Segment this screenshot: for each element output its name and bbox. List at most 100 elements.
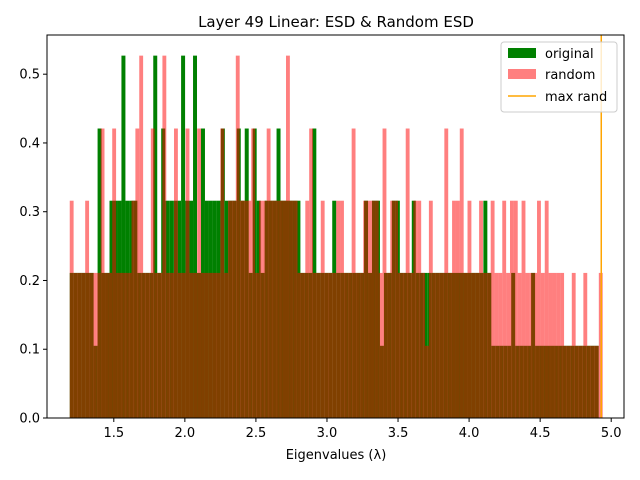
random-bar xyxy=(181,272,186,418)
legend-label-original: original xyxy=(545,47,594,62)
random-bar xyxy=(166,272,171,418)
chart-title: Layer 49 Linear: ESD & Random ESD xyxy=(198,13,474,31)
y-tick-label: 0.3 xyxy=(19,205,40,220)
random-bar xyxy=(564,345,568,418)
y-tick-label: 0.5 xyxy=(19,68,40,83)
x-axis-ticks: 1.5 2.0 2.5 3.0 3.5 4.0 4.5 5.0 xyxy=(103,418,622,441)
random-bar xyxy=(239,200,244,418)
random-bar xyxy=(552,272,557,418)
random-bar xyxy=(471,272,476,418)
x-tick-label: 2.5 xyxy=(246,426,267,441)
random-bar xyxy=(382,128,387,418)
random-bar xyxy=(174,128,178,418)
random-bar xyxy=(320,200,325,418)
random-bar xyxy=(556,272,561,418)
x-tick-label: 4.5 xyxy=(530,426,551,441)
random-bar xyxy=(89,272,93,418)
random-bar xyxy=(112,128,117,418)
legend-box xyxy=(500,41,618,113)
random-bar xyxy=(305,200,310,418)
random-bar xyxy=(309,128,314,418)
random-bar xyxy=(479,200,483,418)
random-bar xyxy=(289,200,294,418)
y-tick-label: 0.1 xyxy=(19,343,40,358)
random-bar xyxy=(544,200,549,418)
legend-label-random: random xyxy=(545,68,595,83)
random-bar xyxy=(475,272,480,418)
random-bar xyxy=(459,128,464,418)
random-bar xyxy=(363,200,368,418)
random-bar xyxy=(336,200,341,418)
random-bar xyxy=(378,272,383,418)
random-bar xyxy=(201,272,205,418)
random-bar xyxy=(436,272,441,418)
x-tick-label: 3.0 xyxy=(317,426,338,441)
random-bar xyxy=(533,272,538,418)
random-bar xyxy=(374,200,379,418)
random-bar xyxy=(398,272,402,418)
random-bar xyxy=(386,272,391,418)
random-bar xyxy=(193,272,198,418)
random-bar xyxy=(235,55,240,419)
random-bar xyxy=(297,272,302,418)
random-bar xyxy=(540,272,545,418)
random-bar xyxy=(502,200,507,418)
y-axis-ticks: 0.0 0.1 0.2 0.3 0.4 0.5 xyxy=(19,68,47,427)
random-bar xyxy=(513,200,518,418)
original-bar xyxy=(153,55,158,419)
legend: original random max rand xyxy=(500,41,618,113)
random-bar xyxy=(428,200,433,418)
random-bar xyxy=(521,200,526,418)
random-bar xyxy=(146,272,151,418)
x-tick-label: 1.5 xyxy=(103,426,124,441)
random-bar xyxy=(506,272,510,418)
random-bar xyxy=(575,345,580,418)
legend-swatch-original xyxy=(508,48,536,58)
random-bar xyxy=(482,272,487,418)
random-bar xyxy=(486,272,491,418)
random-bar xyxy=(579,345,584,418)
random-bar xyxy=(270,200,275,418)
random-bar xyxy=(77,272,82,418)
random-bar xyxy=(69,200,74,418)
random-bar xyxy=(432,272,437,418)
random-bar xyxy=(571,272,576,418)
random-bar xyxy=(594,345,599,418)
random-bar xyxy=(537,200,541,418)
random-bar xyxy=(313,272,317,418)
random-bar xyxy=(228,200,232,418)
random-bar xyxy=(548,272,553,418)
original-bar xyxy=(193,55,198,419)
y-tick-label: 0.4 xyxy=(19,136,40,151)
random-bar xyxy=(123,272,128,418)
random-series xyxy=(69,55,603,419)
random-bar xyxy=(208,272,213,418)
random-bar xyxy=(359,272,364,418)
random-bar xyxy=(92,272,97,418)
random-bar xyxy=(231,200,236,418)
random-bar xyxy=(204,272,209,418)
x-tick-label: 3.5 xyxy=(388,426,409,441)
random-bar xyxy=(212,272,217,418)
random-bar xyxy=(591,345,595,418)
y-tick-label: 0.0 xyxy=(19,412,40,427)
random-bar xyxy=(583,272,588,418)
random-bar xyxy=(328,272,333,418)
random-bar xyxy=(587,345,592,418)
random-bar xyxy=(139,55,144,419)
random-bar xyxy=(421,272,426,418)
random-bar xyxy=(197,128,202,418)
random-bar xyxy=(413,200,418,418)
random-bar xyxy=(355,272,360,418)
random-bar xyxy=(494,272,499,418)
random-bar xyxy=(116,272,120,418)
random-bar xyxy=(131,200,136,418)
random-bar xyxy=(247,200,252,418)
random-bar xyxy=(351,128,356,418)
random-bar xyxy=(143,272,147,418)
random-bar xyxy=(73,272,78,418)
y-tick-label: 0.2 xyxy=(19,274,40,289)
random-bar xyxy=(567,345,572,418)
random-bar xyxy=(448,272,453,418)
